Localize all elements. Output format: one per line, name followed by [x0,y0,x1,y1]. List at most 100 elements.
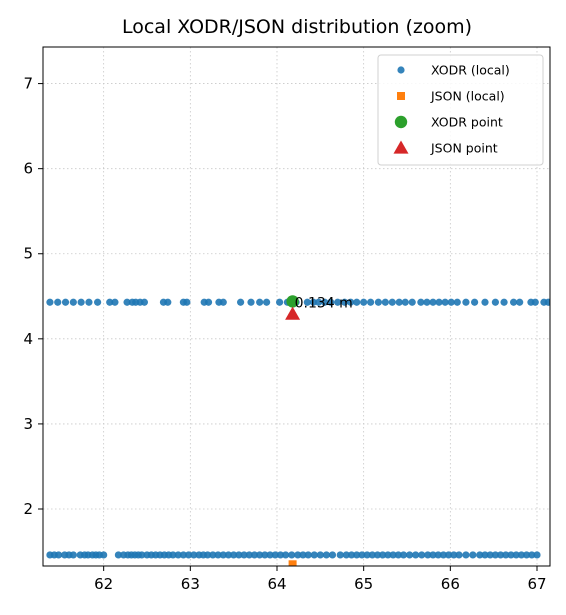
xodr-local-point [245,551,253,559]
xodr-local-point [389,551,397,559]
xodr-local-point [429,298,437,306]
xodr-local-point [388,298,396,306]
legend-marker [397,66,405,74]
x-tick-label: 64 [267,575,286,593]
json-point-marker [285,306,301,320]
xodr-local-point [491,298,499,306]
xodr-local-point [256,551,264,559]
xodr-local-point [347,551,356,559]
xodr-local-point [247,298,255,306]
xodr-local-point [271,551,279,559]
xodr-local-point [341,298,349,306]
xodr-local-point [219,298,227,306]
xodr-local-point [462,298,470,306]
xodr-local-point [512,551,520,559]
xodr-local-point [450,551,458,559]
xodr-local-point [481,551,489,559]
distance-annotation: 0.134 m [295,295,353,311]
xodr-local-point [263,298,271,306]
xodr-local-point [401,298,409,306]
xodr-local-point [531,298,539,306]
xodr-local-point [384,551,392,559]
xodr-local-point [204,551,212,559]
xodr-local-point [164,298,172,306]
legend-label: XODR (local) [431,63,510,78]
xodr-local-point [327,298,335,306]
xodr-local-point [462,551,470,559]
legend-marker [393,140,409,154]
xodr-local-point [303,298,311,306]
legend-box [377,54,544,166]
legend-marker [397,92,405,100]
xodr-local-point [321,298,329,306]
xodr-local-point [528,551,536,559]
xodr-local-point [294,551,302,559]
y-tick-label: 4 [23,330,33,348]
xodr-local-point [55,551,63,559]
xodr-local-point [399,551,408,559]
y-tick-label: 3 [23,415,33,433]
y-tick-label: 7 [23,75,33,93]
xodr-local-point [507,551,515,559]
y-axis-ticks: 2 3 4 5 6 7 [23,75,43,518]
x-tick-label: 62 [94,575,113,593]
xodr-local-point [469,551,477,559]
xodr-local-point [423,298,431,306]
xodr-local-point [185,551,193,559]
xodr-local-point [434,551,442,559]
xodr-local-point [358,551,366,559]
xodr-local-point [111,298,119,306]
xodr-local-point [190,551,198,559]
xodr-local-point [491,551,499,559]
xodr-local-point [237,298,245,306]
xodr-local-point [424,551,432,559]
xodr-local-point [455,551,463,559]
xodr-local-point [445,551,453,559]
xodr-local-point [77,298,85,306]
x-tick-label: 63 [181,575,200,593]
xodr-local-point [334,298,342,306]
xodr-local-point [304,551,312,559]
xodr-local-point [224,551,233,559]
xodr-local-point [174,551,182,559]
xodr-local-point [140,298,148,306]
xodr-local-point [363,551,371,559]
xodr-local-point [395,298,403,306]
legend-marker [394,115,408,129]
xodr-local-point [523,551,531,559]
xodr-local-point [517,551,526,559]
grid-lines [43,47,550,566]
plot-frame [42,46,551,567]
xodr-local-point [235,551,243,559]
xodr-local-point [328,551,337,559]
xodr-local-point [276,551,285,559]
xodr-local-point [367,298,375,306]
xodr-local-point [261,551,269,559]
xodr-local-point [310,551,318,559]
xodr-local-point [309,298,317,306]
xodr-local-point [299,551,307,559]
xodr-local-point [439,551,447,559]
xodr-local-point [471,298,479,306]
xodr-local-point [394,551,402,559]
xodr-local-point [502,551,510,559]
xodr-local-point [288,551,296,559]
y-tick-label: 2 [23,500,33,518]
xodr-local-point [497,551,505,559]
xodr-local-point [486,551,494,559]
xodr-local-point [417,298,425,306]
json-local-point [288,560,297,566]
xodr-local-point [533,551,541,559]
xodr-local-point [516,298,524,306]
xodr-local-point [114,551,122,559]
xodr-local-point [447,298,455,306]
xodr-local-point [381,298,389,306]
xodr-local-point [169,551,177,559]
xodr-local-point [379,551,387,559]
xodr-local-point [368,551,376,559]
xodr-local-point [406,551,414,559]
xodr-local-point [282,551,290,559]
xodr-local-point [183,298,191,306]
legend-label: JSON (local) [430,89,505,104]
